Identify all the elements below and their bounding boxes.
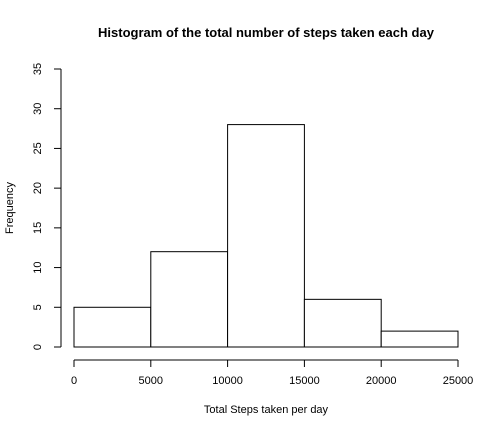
x-tick-label-4: 20000 bbox=[366, 375, 397, 387]
y-tick-label-2: 10 bbox=[32, 261, 44, 273]
histogram-bar-0 bbox=[73, 306, 152, 348]
histogram-bar-4 bbox=[380, 330, 459, 348]
x-axis: 0 5000 10000 15000 20000 25000 bbox=[71, 359, 474, 387]
y-tick-label-3: 15 bbox=[32, 222, 44, 234]
y-tick-label-7: 35 bbox=[32, 63, 44, 75]
histogram-bar-1 bbox=[150, 251, 229, 348]
chart-title: Histogram of the total number of steps t… bbox=[98, 25, 435, 40]
y-tick-label-4: 20 bbox=[32, 182, 44, 194]
y-tick-label-1: 5 bbox=[32, 304, 44, 310]
x-tick-label-3: 15000 bbox=[289, 375, 320, 387]
x-tick-label-5: 25000 bbox=[443, 375, 474, 387]
histogram-bar-2 bbox=[227, 124, 305, 348]
y-tick-label-5: 25 bbox=[32, 142, 44, 154]
y-tick-label-6: 30 bbox=[32, 103, 44, 115]
x-tick-label-0: 0 bbox=[71, 375, 77, 387]
x-axis-label: Total Steps taken per day bbox=[204, 404, 329, 416]
y-tick-label-0: 0 bbox=[32, 344, 44, 350]
x-tick-label-2: 10000 bbox=[212, 375, 243, 387]
y-axis: 0 5 10 15 20 25 30 35 bbox=[32, 63, 62, 350]
histogram-bar-3 bbox=[303, 298, 382, 348]
bars-group bbox=[73, 124, 459, 348]
x-tick-label-1: 5000 bbox=[139, 375, 163, 387]
y-axis-label: Frequency bbox=[4, 182, 16, 234]
